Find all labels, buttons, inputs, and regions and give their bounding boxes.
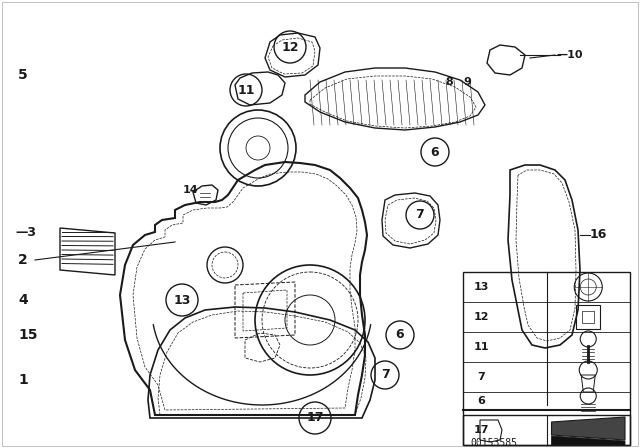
Text: 14: 14 (183, 185, 198, 195)
Text: 11: 11 (237, 83, 255, 96)
Text: 13: 13 (173, 293, 191, 306)
Text: 6: 6 (477, 396, 485, 406)
Text: 4: 4 (18, 293, 28, 307)
Polygon shape (552, 417, 625, 440)
Text: 7: 7 (381, 369, 389, 382)
Text: 11: 11 (473, 342, 489, 352)
Text: —10: —10 (556, 50, 582, 60)
Text: 00153585: 00153585 (470, 438, 517, 448)
Text: 1: 1 (18, 373, 28, 387)
Text: 5: 5 (18, 68, 28, 82)
Polygon shape (552, 436, 625, 445)
Text: 15: 15 (18, 328, 38, 342)
Text: 7: 7 (415, 208, 424, 221)
Text: 6: 6 (396, 328, 404, 341)
Text: 17: 17 (473, 425, 489, 435)
Text: 12: 12 (281, 40, 299, 53)
Text: 7: 7 (477, 372, 485, 382)
Text: 2: 2 (18, 253, 28, 267)
Text: 6: 6 (431, 146, 439, 159)
Text: —3: —3 (15, 225, 36, 238)
Text: 17: 17 (307, 412, 324, 425)
Text: 16: 16 (590, 228, 607, 241)
Text: 12: 12 (473, 312, 489, 322)
Text: 13: 13 (474, 282, 489, 292)
Text: 8: 8 (445, 77, 452, 87)
Text: 9: 9 (463, 77, 471, 87)
